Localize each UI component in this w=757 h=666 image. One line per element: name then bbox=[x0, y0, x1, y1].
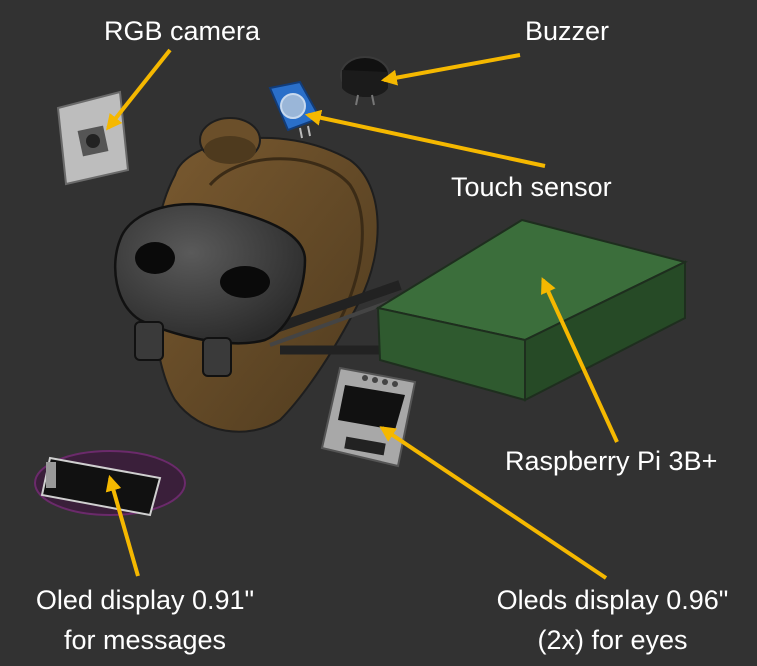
label-oled-091-line2: for messages bbox=[63, 625, 227, 655]
buzzer-component bbox=[340, 56, 390, 106]
label-buzzer: Buzzer bbox=[525, 16, 610, 46]
arrow-buzzer bbox=[380, 53, 521, 86]
label-touch-sensor: Touch sensor bbox=[451, 172, 612, 202]
label-oled-096-line1: Oleds display 0.96" bbox=[496, 585, 729, 615]
label-raspberry-pi: Raspberry Pi 3B+ bbox=[505, 446, 718, 476]
raspberry-pi-box bbox=[375, 218, 688, 402]
arrow-rgb-camera bbox=[106, 48, 172, 131]
label-rgb-camera: RGB camera bbox=[104, 16, 261, 46]
callout-arrows bbox=[105, 48, 619, 580]
label-oled-096: Oleds display 0.96" (2x) for eyes bbox=[470, 583, 755, 657]
label-oled-091-line1: Oled display 0.91" bbox=[35, 585, 255, 615]
oled-096-display-module bbox=[320, 366, 417, 468]
oled-091-display-module bbox=[34, 450, 186, 517]
connecting-straps bbox=[268, 280, 402, 355]
label-oled-096-line2: (2x) for eyes bbox=[537, 625, 688, 655]
arrow-touch-sensor bbox=[304, 109, 546, 168]
mask-face bbox=[113, 202, 307, 377]
label-oled-091: Oled display 0.91" for messages bbox=[10, 583, 280, 657]
arrow-raspberry-pi bbox=[541, 277, 619, 443]
arrow-oled-eyes bbox=[379, 426, 608, 580]
arrow-oled-small bbox=[105, 474, 140, 577]
rgb-camera-module bbox=[56, 90, 130, 186]
touch-sensor-module bbox=[268, 80, 322, 139]
